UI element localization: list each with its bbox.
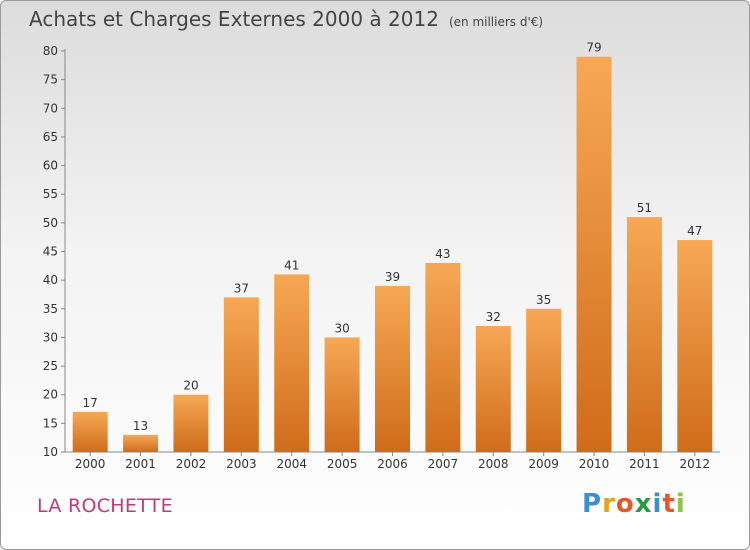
chart-title-text: Achats et Charges Externes 2000 à 2012 (29, 7, 439, 31)
x-tick-label: 2009 (528, 457, 559, 471)
y-tick-label: 40 (43, 273, 58, 287)
x-tick-label: 2006 (377, 457, 408, 471)
bar (425, 262, 461, 452)
y-tick-label: 60 (43, 159, 58, 173)
y-tick-label: 25 (43, 359, 58, 373)
bar (526, 308, 562, 452)
bar (123, 434, 159, 452)
y-tick-label: 35 (43, 302, 58, 316)
y-tick-label: 70 (43, 101, 58, 115)
place-name: LA ROCHETTE (37, 495, 173, 517)
proxiti-logo: Proxiti (582, 489, 686, 519)
bar (72, 411, 108, 452)
bar-value-label: 47 (687, 224, 702, 238)
x-tick-label: 2008 (478, 457, 509, 471)
bar-value-label: 79 (586, 41, 601, 55)
y-tick-label: 45 (43, 245, 58, 259)
logo-letter: t (662, 489, 676, 519)
x-tick-label: 2005 (327, 457, 358, 471)
bar (375, 285, 410, 452)
logo-letter: r (602, 489, 616, 519)
bar-value-label: 30 (334, 321, 349, 335)
y-tick-label: 75 (43, 73, 58, 87)
bar-value-label: 39 (385, 270, 400, 284)
bar (475, 325, 511, 452)
y-tick-label: 65 (43, 130, 58, 144)
x-tick-label: 2000 (75, 457, 106, 471)
x-tick-label: 2004 (276, 457, 307, 471)
logo-letter: i (675, 489, 686, 519)
logo-letter: x (634, 489, 653, 519)
bar (576, 56, 612, 452)
bar-value-label: 13 (133, 419, 148, 433)
bar-value-label: 43 (435, 247, 450, 261)
bar (626, 217, 662, 452)
bar (324, 337, 360, 452)
chart-title: Achats et Charges Externes 2000 à 2012 (e… (29, 7, 543, 31)
y-tick-label: 55 (43, 187, 58, 201)
x-tick-label: 2007 (428, 457, 459, 471)
y-tick-label: 50 (43, 216, 58, 230)
x-tick-label: 2003 (226, 457, 257, 471)
bar (677, 240, 713, 452)
y-tick-label: 15 (43, 416, 58, 430)
chart-subtitle: (en milliers d'€) (448, 15, 544, 29)
bar-value-label: 51 (637, 201, 652, 215)
x-tick-label: 2010 (579, 457, 610, 471)
bar-value-label: 32 (486, 310, 501, 324)
logo-letter: i (652, 489, 663, 519)
y-tick-label: 10 (43, 445, 58, 459)
bar-value-label: 17 (83, 396, 98, 410)
y-tick-label: 30 (43, 330, 58, 344)
bar (274, 274, 310, 452)
bar-value-label: 20 (183, 379, 198, 393)
y-tick-label: 20 (43, 388, 58, 402)
x-tick-label: 2002 (176, 457, 207, 471)
x-tick-label: 2012 (680, 457, 711, 471)
x-tick-label: 2001 (125, 457, 156, 471)
bar-value-label: 41 (284, 258, 299, 272)
bar-value-label: 37 (234, 281, 249, 295)
logo-letter: P (582, 489, 603, 519)
bar (223, 297, 259, 452)
x-tick-label: 2011 (629, 457, 660, 471)
y-tick-label: 80 (43, 44, 58, 58)
logo-letter: o (615, 489, 635, 519)
bar (173, 394, 209, 452)
bar-value-label: 35 (536, 293, 551, 307)
